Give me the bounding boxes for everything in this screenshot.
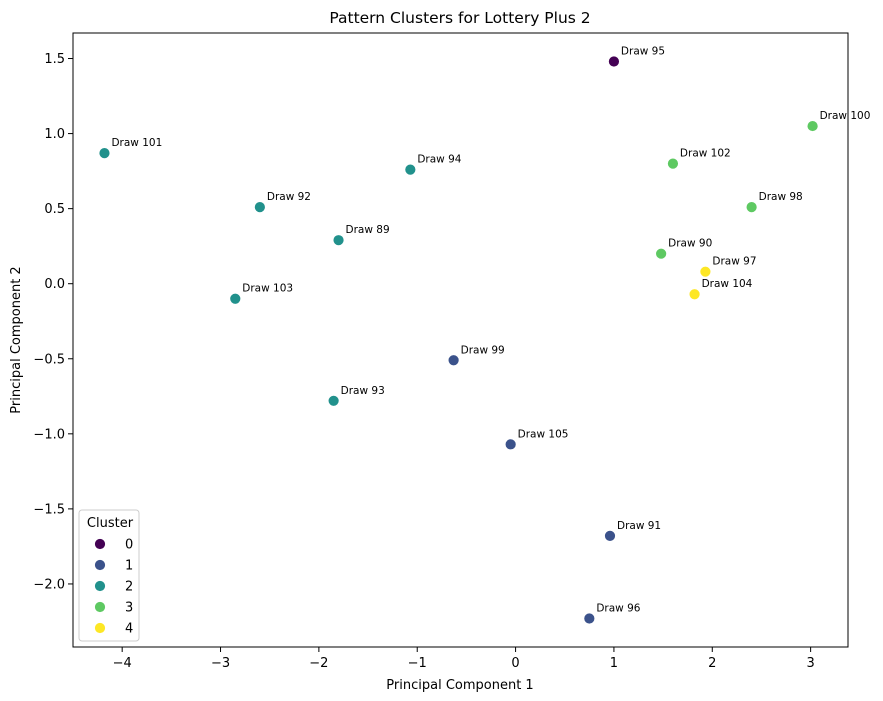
data-point [806,120,819,132]
data-point [608,55,620,68]
data-point [327,394,340,407]
point-label: Draw 95 [621,46,665,58]
data-point [745,201,758,214]
y-tick-label: −1.5 [33,502,65,517]
y-tick-label: 0.5 [44,202,65,217]
y-tick-label: −1.0 [33,427,65,442]
point-label: Draw 105 [518,428,569,440]
point-label: Draw 100 [820,110,871,122]
data-point [699,265,712,278]
plot-frame [72,32,849,648]
legend-marker [94,601,106,613]
x-tick-label: 1 [610,656,618,671]
x-tick-label: 2 [708,656,716,671]
legend-label: 1 [125,559,133,574]
legend-box [78,509,140,642]
point-label: Draw 101 [111,137,162,149]
y-tick-label: −2.0 [33,577,65,592]
point-label: Draw 92 [267,191,311,203]
points-layer [98,55,819,625]
y-axis-label: Principal Component 2 [9,266,24,413]
y-tick-label: 0.0 [44,277,65,292]
legend-label: 4 [125,622,133,637]
point-label: Draw 98 [759,191,803,203]
point-label: Draw 102 [680,148,731,160]
data-point [253,201,266,214]
data-point [655,247,668,260]
legend-marker [94,580,106,592]
legend: Cluster 0 1 2 3 4 [78,509,140,642]
x-tick-label: −2 [309,656,328,671]
point-labels-layer: Draw 95 Draw 100 Draw 101 Draw 94 Draw 102 Dr… [111,46,870,615]
x-axis-ticks: −4 −3 −2 −1 0 1 2 3 [113,647,815,671]
point-label: Draw 94 [417,154,461,166]
x-tick-label: 0 [511,656,519,671]
point-label: Draw 90 [668,238,712,250]
data-point [447,354,460,367]
point-label: Draw 104 [702,278,753,290]
data-point [604,530,616,542]
legend-label: 2 [125,580,133,595]
y-axis-ticks: −2.0 −1.5 −1.0 −0.5 0.0 0.5 1.0 1.5 [33,52,73,592]
point-label: Draw 89 [346,224,390,236]
point-label: Draw 99 [461,344,505,356]
legend-title: Cluster [87,516,134,531]
point-label: Draw 97 [712,256,756,268]
point-label: Draw 103 [242,283,293,295]
data-point [688,288,701,301]
legend-label: 3 [125,601,133,616]
plot-area [73,33,848,647]
x-axis-label: Principal Component 1 [386,678,533,693]
data-point [504,438,517,451]
x-tick-label: −4 [113,656,132,671]
data-point [98,147,111,159]
legend-marker [94,538,106,550]
data-point [332,234,345,247]
data-point [229,292,242,305]
y-tick-label: 1.5 [44,52,65,67]
x-tick-label: −1 [408,656,427,671]
y-tick-label: 1.0 [44,127,65,142]
legend-marker [94,622,106,634]
data-point [583,612,596,625]
data-point [404,163,417,176]
x-tick-label: 3 [806,656,814,671]
point-label: Draw 93 [341,385,385,397]
point-label: Draw 96 [596,602,640,614]
point-label: Draw 91 [617,520,661,532]
x-tick-label: −3 [211,656,230,671]
y-tick-label: −0.5 [33,352,65,367]
legend-marker [94,559,106,571]
legend-entries: 0 1 2 3 4 [94,538,133,637]
chart-title: Pattern Clusters for Lottery Plus 2 [329,9,590,27]
legend-label: 0 [125,538,133,553]
data-point [667,157,679,170]
